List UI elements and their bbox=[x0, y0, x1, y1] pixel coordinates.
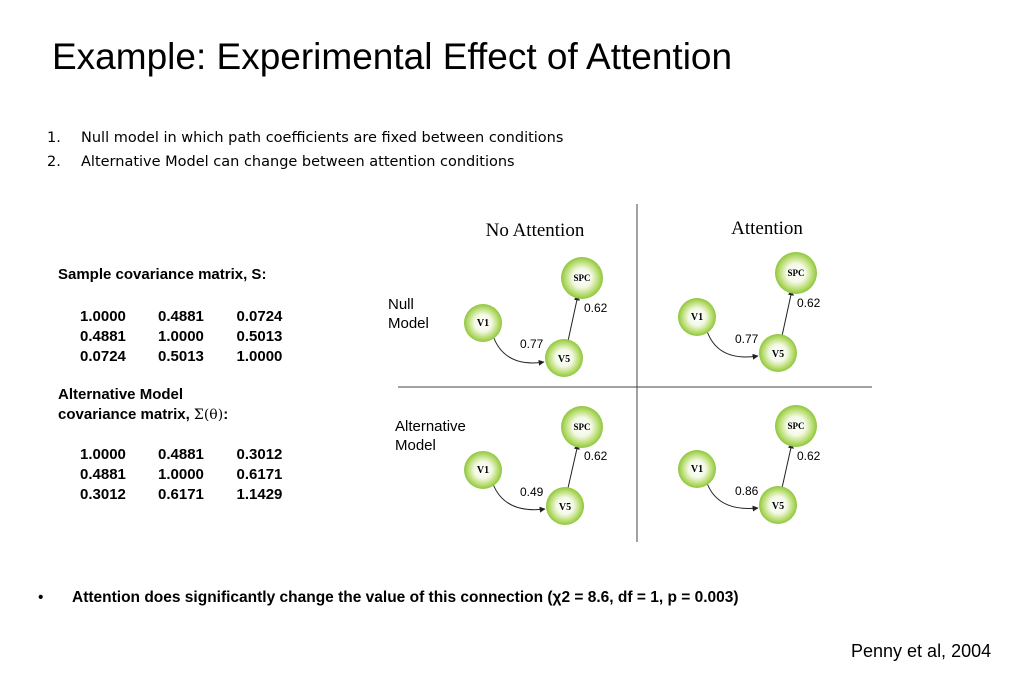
coef-v5-spc: 0.62 bbox=[584, 449, 608, 463]
node-v1 bbox=[464, 304, 502, 342]
matrix-cell: 1.0000 bbox=[80, 308, 126, 325]
bullet-dot: • bbox=[38, 589, 44, 606]
matrix-row: 0.4881 1.0000 0.5013 bbox=[80, 327, 315, 347]
node-spc bbox=[561, 406, 603, 448]
node-v5 bbox=[545, 339, 583, 377]
row-label-alt-line1: Alternative bbox=[395, 418, 466, 435]
node-v5 bbox=[759, 334, 797, 372]
col-header-no-attention: No Attention bbox=[486, 220, 585, 241]
edge-v1-v5 bbox=[706, 482, 759, 512]
edge-v1-v5 bbox=[492, 483, 546, 513]
panel-null-attention: V1 V5 SPC 0.77 0.62 bbox=[678, 252, 821, 372]
matrix-cell: 0.0724 bbox=[80, 348, 126, 365]
list-item: 1. Null model in which path coefficients… bbox=[47, 126, 563, 150]
list-item-number: 2. bbox=[47, 154, 61, 170]
node-v1 bbox=[464, 451, 502, 489]
matrix-row: 1.0000 0.4881 0.3012 bbox=[80, 445, 315, 465]
matrix-cell: 0.6171 bbox=[158, 486, 204, 503]
node-spc-label: SPC bbox=[573, 422, 590, 432]
coef-v1-v5: 0.77 bbox=[520, 337, 544, 351]
node-spc-label: SPC bbox=[573, 273, 590, 283]
node-spc bbox=[775, 252, 817, 294]
matrix-cell: 0.6171 bbox=[236, 466, 283, 483]
alt-matrix-title-suffix: : bbox=[223, 406, 229, 423]
conclusion-bullet: • Attention does significantly change th… bbox=[38, 589, 739, 607]
node-spc bbox=[775, 405, 817, 447]
panel-null-no-attention: V1 V5 SPC 0.77 0.62 bbox=[464, 257, 608, 377]
coef-v1-v5: 0.49 bbox=[520, 485, 544, 499]
edge-v5-spc bbox=[567, 294, 580, 342]
matrix-cell: 1.0000 bbox=[236, 348, 283, 365]
sigma-theta-symbol: Σ(θ) bbox=[193, 407, 224, 423]
col-header-attention: Attention bbox=[731, 218, 803, 239]
edge-v5-spc bbox=[781, 442, 794, 489]
panel-alt-attention: V1 V5 SPC 0.86 0.62 bbox=[678, 405, 821, 524]
list-item: 2. Alternative Model can change between … bbox=[47, 150, 563, 174]
node-v5-label: V5 bbox=[559, 502, 571, 513]
matrix-cell: 0.4881 bbox=[158, 308, 204, 325]
list-item-number: 1. bbox=[47, 130, 61, 146]
matrix-cell: 1.0000 bbox=[158, 466, 204, 483]
matrix-row: 0.3012 0.6171 1.1429 bbox=[80, 485, 315, 505]
node-v1-label: V1 bbox=[477, 465, 489, 476]
conclusion-text: Attention does significantly change the … bbox=[72, 589, 739, 606]
node-v5-label: V5 bbox=[772, 349, 784, 360]
alt-matrix-title: Alternative Model covariance matrix, Σ(θ… bbox=[58, 385, 228, 425]
edge-v5-spc bbox=[567, 443, 580, 489]
node-spc-label: SPC bbox=[787, 421, 804, 431]
matrix-cell: 1.0000 bbox=[80, 446, 126, 463]
edge-v1-v5 bbox=[706, 330, 759, 360]
row-label-null-line1: Null bbox=[388, 296, 414, 313]
alt-matrix-title-line1: Alternative Model bbox=[58, 386, 184, 403]
matrix-cell: 0.3012 bbox=[80, 486, 126, 503]
node-v1 bbox=[678, 298, 716, 336]
list-item-text: Null model in which path coefficients ar… bbox=[81, 130, 564, 146]
matrix-cell: 1.0000 bbox=[158, 328, 204, 345]
node-v5 bbox=[546, 487, 584, 525]
list-item-text: Alternative Model can change between att… bbox=[81, 154, 515, 170]
node-v5-label: V5 bbox=[558, 354, 570, 365]
node-spc bbox=[561, 257, 603, 299]
coef-v5-spc: 0.62 bbox=[797, 296, 821, 310]
matrix-cell: 1.1429 bbox=[236, 486, 283, 503]
coef-v5-spc: 0.62 bbox=[584, 301, 608, 315]
matrix-row: 0.4881 1.0000 0.6171 bbox=[80, 465, 315, 485]
coef-v1-v5: 0.86 bbox=[735, 484, 759, 498]
matrix-cell: 0.5013 bbox=[236, 328, 283, 345]
matrix-cell: 0.4881 bbox=[80, 466, 126, 483]
node-v1 bbox=[678, 450, 716, 488]
matrix-cell: 0.4881 bbox=[80, 328, 126, 345]
edge-v5-spc bbox=[781, 289, 794, 337]
numbered-list: 1. Null model in which path coefficients… bbox=[47, 126, 563, 174]
citation: Penny et al, 2004 bbox=[851, 641, 992, 661]
row-label-null-line2: Model bbox=[388, 315, 429, 332]
sample-covariance-matrix: 1.0000 0.4881 0.0724 0.4881 1.0000 0.501… bbox=[80, 307, 315, 367]
node-v1-label: V1 bbox=[477, 318, 489, 329]
matrix-cell: 0.3012 bbox=[236, 446, 283, 463]
alt-matrix-title-line2: covariance matrix, Σ(θ): bbox=[58, 405, 228, 425]
matrix-row: 0.0724 0.5013 1.0000 bbox=[80, 347, 315, 367]
row-label-alt-line2: Model bbox=[395, 437, 436, 454]
node-spc-label: SPC bbox=[787, 268, 804, 278]
coef-v5-spc: 0.62 bbox=[797, 449, 821, 463]
edge-v1-v5 bbox=[492, 335, 545, 366]
matrix-cell: 0.5013 bbox=[158, 348, 204, 365]
panel-alt-no-attention: V1 V5 SPC 0.49 0.62 bbox=[464, 406, 608, 525]
matrix-row: 1.0000 0.4881 0.0724 bbox=[80, 307, 315, 327]
matrix-cell: 0.0724 bbox=[236, 308, 283, 325]
node-v5-label: V5 bbox=[772, 501, 784, 512]
coef-v1-v5: 0.77 bbox=[735, 332, 759, 346]
sample-matrix-title: Sample covariance matrix, S: bbox=[58, 266, 267, 283]
alt-matrix-title-prefix: covariance matrix, bbox=[58, 406, 194, 423]
node-v1-label: V1 bbox=[691, 464, 703, 475]
matrix-cell: 0.4881 bbox=[158, 446, 204, 463]
node-v1-label: V1 bbox=[691, 312, 703, 323]
alternative-covariance-matrix: 1.0000 0.4881 0.3012 0.4881 1.0000 0.617… bbox=[80, 445, 315, 505]
node-v5 bbox=[759, 486, 797, 524]
slide-title: Example: Experimental Effect of Attentio… bbox=[52, 36, 733, 77]
